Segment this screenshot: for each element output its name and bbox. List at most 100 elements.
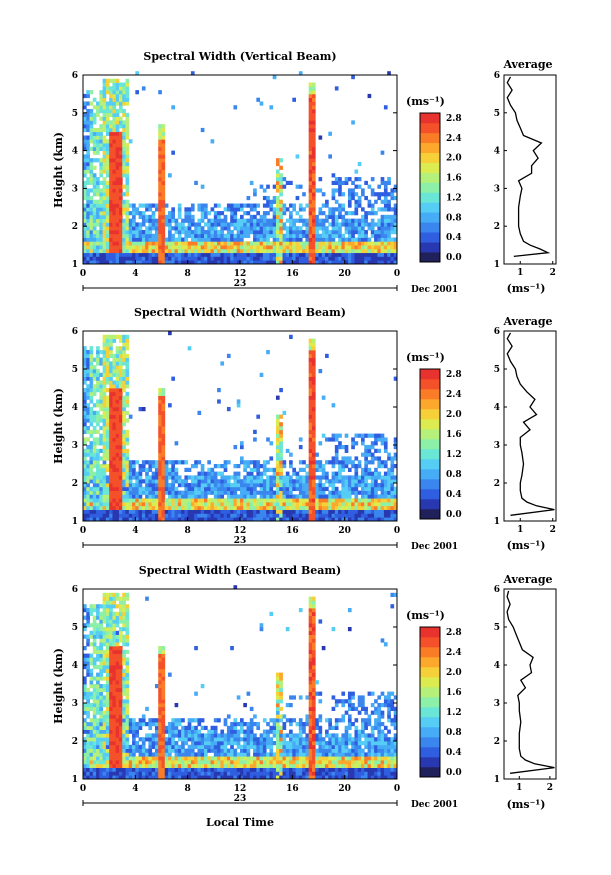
heatmap-cell bbox=[249, 203, 254, 208]
heatmap-cell bbox=[223, 517, 228, 522]
heatmap-cell bbox=[217, 471, 221, 476]
heatmap-cell bbox=[217, 248, 221, 254]
heatmap-cell bbox=[292, 233, 296, 238]
heatmap-cell bbox=[115, 256, 120, 261]
heatmap-cell bbox=[118, 86, 123, 91]
heatmap-cell bbox=[311, 509, 316, 514]
heatmap-cell bbox=[125, 684, 130, 689]
heatmap-cell bbox=[282, 211, 287, 216]
heatmap-cell bbox=[132, 718, 136, 723]
heatmap-cell bbox=[96, 388, 100, 393]
heatmap-cell bbox=[187, 229, 192, 235]
colorbar-tick-label: 1.2 bbox=[446, 450, 462, 460]
heatmap-cell bbox=[334, 498, 339, 503]
heatmap-cell bbox=[282, 226, 287, 231]
heatmap-cell bbox=[138, 771, 143, 776]
heatmap-cell bbox=[118, 464, 123, 469]
heatmap-cell bbox=[96, 623, 100, 628]
heatmap-cell bbox=[279, 233, 283, 238]
colorbar-swatch bbox=[420, 369, 440, 380]
heatmap-cell bbox=[285, 502, 290, 507]
heatmap-cell bbox=[325, 245, 329, 250]
heatmap-cell bbox=[197, 483, 202, 488]
heatmap-cell bbox=[125, 657, 130, 662]
heatmap-cell bbox=[308, 127, 313, 133]
heatmap-cell bbox=[344, 222, 349, 227]
heatmap-cell bbox=[210, 260, 215, 265]
heatmap-cell bbox=[122, 399, 126, 404]
heatmap-cell bbox=[289, 260, 293, 265]
heatmap-cell bbox=[246, 252, 251, 257]
heatmap-cell bbox=[105, 611, 110, 616]
heatmap-cell bbox=[233, 245, 238, 250]
heatmap-cell bbox=[266, 350, 270, 355]
heatmap-cell bbox=[115, 169, 120, 174]
heatmap-cell bbox=[83, 372, 87, 377]
heatmap-cell bbox=[200, 517, 205, 522]
heatmap-cell bbox=[83, 418, 87, 423]
heatmap-cell bbox=[102, 207, 107, 212]
heatmap-cell bbox=[86, 748, 90, 753]
heatmap-cell bbox=[102, 687, 107, 692]
heatmap-cell bbox=[308, 452, 313, 457]
heatmap-cell bbox=[298, 248, 303, 254]
heatmap-cell bbox=[380, 177, 385, 182]
heatmap-cell bbox=[380, 475, 385, 480]
heatmap-cell bbox=[161, 775, 166, 780]
heatmap-cell bbox=[89, 214, 94, 220]
heatmap-cell bbox=[112, 245, 117, 250]
heatmap-cell bbox=[92, 127, 97, 133]
heatmap-cell bbox=[311, 248, 316, 254]
heatmap-cell bbox=[122, 403, 126, 408]
heatmap-cell bbox=[161, 195, 166, 201]
heatmap-cell bbox=[259, 486, 264, 491]
heatmap-cell bbox=[367, 509, 372, 514]
heatmap-cell bbox=[200, 241, 205, 246]
heatmap-cell bbox=[83, 725, 87, 730]
colorbar-tick-label: 0.8 bbox=[446, 470, 462, 480]
heatmap-cell bbox=[122, 699, 126, 704]
heatmap-cell bbox=[112, 169, 117, 174]
heatmap-cell bbox=[115, 448, 120, 453]
heatmap-cell bbox=[393, 256, 398, 261]
heatmap-cell bbox=[89, 203, 94, 208]
heatmap-cell bbox=[102, 158, 107, 163]
heatmap-cell bbox=[92, 513, 97, 518]
heatmap-cell bbox=[122, 657, 126, 662]
heatmap-cell bbox=[96, 615, 100, 620]
heatmap-cell bbox=[217, 229, 221, 235]
heatmap-cell bbox=[89, 369, 94, 374]
heatmap-cell bbox=[115, 346, 120, 351]
heatmap-cell bbox=[164, 475, 169, 480]
heatmap-cell bbox=[377, 448, 382, 453]
heatmap-cell bbox=[295, 479, 300, 484]
heatmap-cell bbox=[112, 733, 117, 738]
heatmap-cell bbox=[109, 448, 113, 453]
heatmap-cell bbox=[96, 376, 100, 381]
heatmap-cell bbox=[158, 741, 162, 746]
heatmap-cell bbox=[99, 256, 104, 261]
heatmap-cell bbox=[96, 437, 100, 442]
heatmap-cell bbox=[154, 467, 159, 472]
heatmap-cell bbox=[275, 158, 280, 163]
heatmap-cell bbox=[128, 245, 133, 250]
heatmap-cell bbox=[361, 498, 365, 503]
heatmap-cell bbox=[99, 135, 104, 140]
heatmap-cell bbox=[102, 245, 107, 250]
heatmap-cell bbox=[122, 222, 126, 227]
heatmap-cell bbox=[305, 483, 310, 488]
heatmap-cell bbox=[380, 486, 385, 491]
heatmap-cell bbox=[118, 608, 123, 613]
heatmap-cell bbox=[190, 237, 195, 242]
heatmap-cell bbox=[86, 505, 90, 510]
heatmap-cell bbox=[125, 475, 130, 480]
heatmap-cell bbox=[102, 346, 107, 351]
heatmap-cell bbox=[112, 109, 117, 114]
heatmap-cell bbox=[298, 517, 303, 522]
heatmap-cell bbox=[122, 737, 126, 742]
heatmap-cell bbox=[174, 509, 179, 514]
heatmap-cell bbox=[141, 211, 146, 216]
heatmap-cell bbox=[308, 192, 313, 197]
heatmap-cell bbox=[86, 714, 90, 719]
heatmap-cell bbox=[109, 418, 113, 423]
